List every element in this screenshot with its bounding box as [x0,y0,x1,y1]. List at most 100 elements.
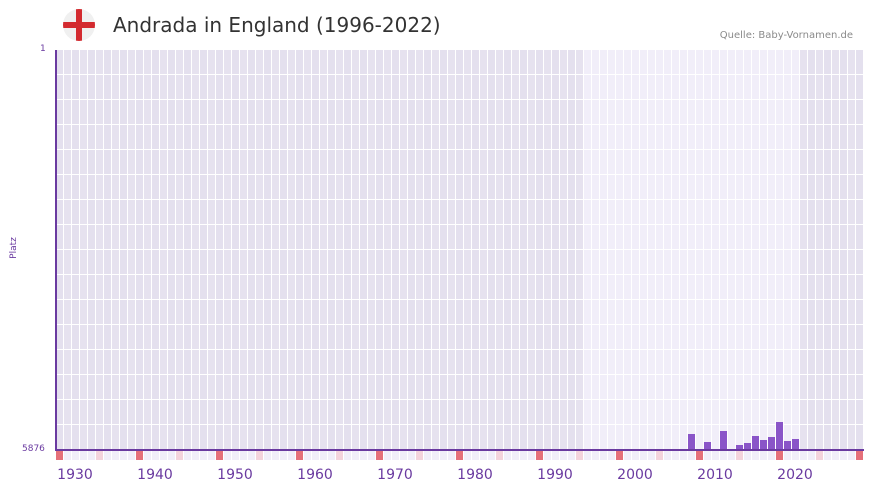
grid-cell [496,175,503,199]
grid-cell [208,75,215,99]
grid-cell [232,350,239,374]
bar-2018[interactable] [776,422,783,450]
grid-cell [224,200,231,224]
bar-2007[interactable] [688,434,695,450]
grid-cell [256,425,263,449]
grid-cell [640,400,647,424]
bar-2019[interactable] [784,441,791,450]
grid-cell [128,225,135,249]
grid-cell [120,325,127,349]
grid-cell [832,150,839,174]
grid-cell [104,325,111,349]
grid-cell [320,325,327,349]
grid-cell [512,300,519,324]
grid-cell [760,100,767,124]
grid-cell [472,250,479,274]
grid-cell [88,225,95,249]
grid-cell [120,175,127,199]
grid-cell [240,250,247,274]
grid-cell [752,400,759,424]
grid-cell [616,400,623,424]
grid-cell [384,175,391,199]
grid-cell [576,300,583,324]
bar-2009[interactable] [704,442,711,450]
grid-cell [144,125,151,149]
grid-cell [536,425,543,449]
grid-cell [160,50,167,74]
grid-cell [280,325,287,349]
grid-cell [632,150,639,174]
grid-cell [712,150,719,174]
bar-2020[interactable] [792,439,799,450]
grid-cell [576,425,583,449]
grid-cell [488,100,495,124]
grid-cell [136,75,143,99]
grid-cell [552,100,559,124]
grid-cell [584,125,591,149]
grid-cell [560,50,567,74]
grid-cell [264,400,271,424]
grid-cell [432,125,439,149]
year-marker [744,451,751,460]
grid-cell [416,175,423,199]
grid-cell [728,275,735,299]
grid-cell [328,200,335,224]
grid-cell [216,175,223,199]
grid-cell [728,350,735,374]
grid-cell [392,425,399,449]
grid-cell [88,150,95,174]
grid-cell [144,150,151,174]
grid-cell [224,275,231,299]
grid-cell [520,50,527,74]
grid-cell [416,50,423,74]
grid-cell [848,325,855,349]
grid-cell [592,100,599,124]
grid-cell [496,200,503,224]
bar-2015[interactable] [752,436,759,450]
bar-2014[interactable] [744,443,751,450]
grid-cell [360,150,367,174]
grid-cell [336,225,343,249]
grid-cell [616,375,623,399]
source-link[interactable]: Quelle: Baby-Vornamen.de [719,30,853,41]
grid-cell [608,200,615,224]
grid-cell [456,50,463,74]
grid-cell [472,325,479,349]
grid-cell [616,125,623,149]
grid-cell [280,225,287,249]
grid-cell [360,325,367,349]
grid-cell [696,350,703,374]
grid-cell [536,175,543,199]
grid-cell [280,150,287,174]
grid-cell [616,300,623,324]
grid-cell [256,300,263,324]
grid-cell [824,250,831,274]
year-marker [520,451,527,460]
grid-cell [536,100,543,124]
grid-cell [656,75,663,99]
grid-cell [824,375,831,399]
grid-cell [224,50,231,74]
grid-cell [712,175,719,199]
bar-2013[interactable] [736,445,743,450]
bar-2016[interactable] [760,440,767,450]
grid-cell [312,250,319,274]
grid-cell [440,300,447,324]
grid-cell [776,50,783,74]
grid-cell [576,175,583,199]
grid-cell [400,125,407,149]
bar-2011[interactable] [720,431,727,450]
grid-cell [624,250,631,274]
year-marker [200,451,207,460]
grid-cell [208,150,215,174]
grid-cell [376,150,383,174]
bar-2017[interactable] [768,437,775,450]
grid-cell [368,200,375,224]
grid-cell [136,150,143,174]
year-marker [720,451,727,460]
year-marker [824,451,831,460]
grid-cell [856,275,863,299]
grid-cell [744,200,751,224]
grid-cell [848,300,855,324]
grid-cell [632,225,639,249]
